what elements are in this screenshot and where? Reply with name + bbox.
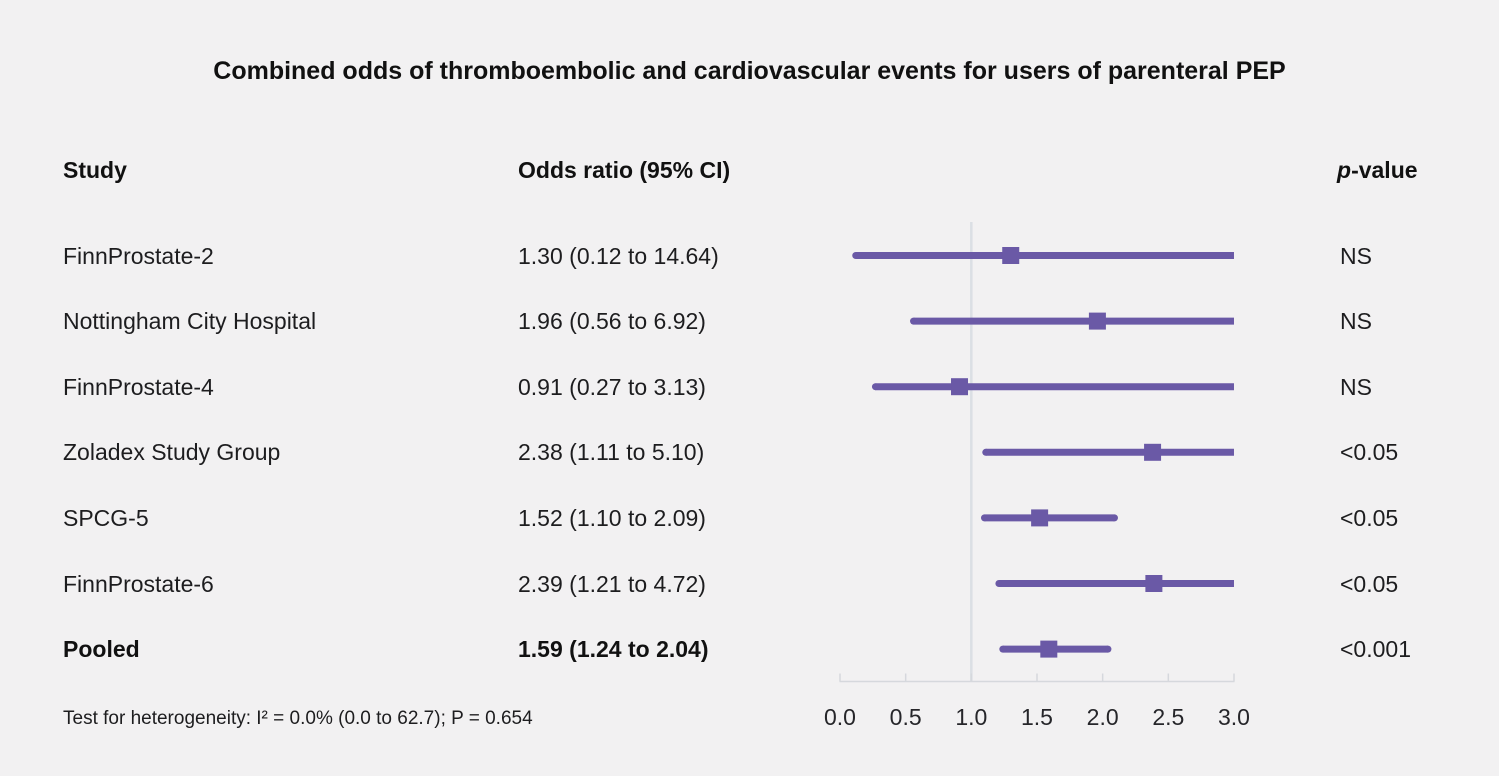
odds-ratio-text: 1.30 (0.12 to 14.64) [518,243,719,269]
or-marker [1145,575,1163,592]
ci-cap-low [871,383,879,391]
odds-ratio-text: 2.39 (1.21 to 4.72) [518,571,706,597]
heterogeneity-note: Test for heterogeneity: I² = 0.0% (0.0 t… [63,708,533,729]
study-label: Pooled [63,636,140,662]
axis-tick-label: 2.0 [1087,704,1119,730]
chart-title: Combined odds of thromboembolic and card… [213,57,1286,85]
axis-tick-label: 2.5 [1152,704,1184,730]
odds-ratio-text: 0.91 (0.27 to 3.13) [518,374,706,400]
study-label: FinnProstate-4 [63,374,214,400]
ci-cap-high [1110,514,1118,522]
ci-cap-low [995,580,1003,587]
odds-ratio-text: 2.38 (1.11 to 5.10) [518,439,705,465]
p-value-text: <0.05 [1340,571,1399,597]
ci-cap-low [980,514,988,522]
study-label: Zoladex Study Group [63,439,281,465]
axis-tick-label: 1.5 [1021,704,1053,730]
or-marker [1002,247,1020,264]
p-value-text: <0.001 [1340,636,1411,662]
odds-ratio-text: 1.59 (1.24 to 2.04) [518,636,709,662]
ci-cap-low [982,448,990,456]
axis-tick-label: 0.5 [890,704,922,730]
p-value-text: NS [1340,308,1372,334]
odds-ratio-text: 1.52 (1.10 to 2.09) [518,505,706,531]
ci-cap-low [852,252,860,259]
ci-cap-low [910,317,918,325]
axis-tick-label: 3.0 [1218,704,1250,730]
column-header-odds-ratio: Odds ratio (95% CI) [518,157,731,183]
axis-tick-label: 1.0 [955,704,987,730]
ci-cap-low [999,645,1007,653]
odds-ratio-text: 1.96 (0.56 to 6.92) [518,308,706,334]
column-header-p-value: p-value [1337,157,1418,183]
or-marker [951,378,969,396]
study-label: SPCG-5 [63,505,149,531]
study-label: FinnProstate-6 [63,571,214,597]
or-marker [1144,443,1162,461]
study-label: Nottingham City Hospital [63,308,317,334]
p-value-text: NS [1340,374,1372,400]
axis-tick-label: 0.0 [824,704,856,730]
p-value-text: <0.05 [1340,505,1399,531]
p-value-text: <0.05 [1340,439,1399,465]
ci-cap-high [1104,645,1112,653]
column-header-study: Study [63,157,127,183]
study-label: FinnProstate-2 [63,243,214,269]
or-marker [1040,640,1058,658]
or-marker [1031,509,1049,527]
or-marker [1088,312,1106,330]
p-value-text: NS [1340,243,1372,269]
